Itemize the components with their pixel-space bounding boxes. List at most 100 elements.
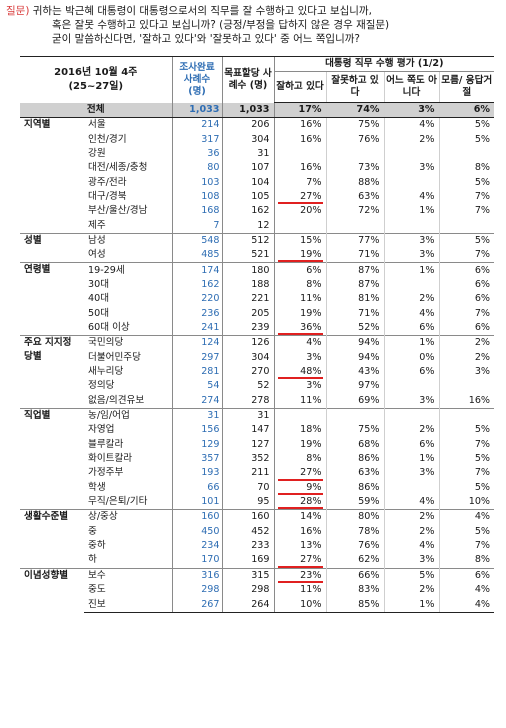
table-row: 더불어민주당 297 304 3% 94% 0% 2% (20, 350, 495, 365)
completed-count: 317 (171, 132, 222, 147)
pct-neither: 3% (383, 161, 439, 176)
col-good-header: 잘하고 있다 (273, 71, 326, 103)
row-label: 블루칼라 (88, 438, 124, 450)
completed-count: 170 (171, 553, 222, 569)
table-row: 가정주부 193 211 27% 63% 3% 7% (20, 466, 495, 481)
pct-dk (438, 407, 495, 424)
row-label: 무직/은퇴/기타 (88, 496, 148, 508)
table-row: 부산/울산/경남 168 162 20% 72% 1% 7% (20, 204, 495, 219)
row-label: 화이트칼라 (88, 453, 133, 465)
target-count: 105 (221, 189, 274, 205)
pct-good: 27% (273, 466, 326, 481)
pct-dk: 6% (438, 292, 495, 307)
pct-bad: 52% (325, 320, 384, 336)
target-count: 298 (221, 583, 274, 598)
pct-good: 9% (273, 480, 326, 495)
target-count: 270 (221, 364, 274, 380)
row-label: 중도 (88, 584, 106, 596)
completed-count: 214 (171, 117, 222, 133)
pct-neither: 0% (383, 350, 439, 365)
pct-dk: 5% (438, 132, 495, 147)
table-row: 여성 485 521 19% 71% 3% 7% (20, 248, 495, 263)
table-row: 광주/전라 103 104 7% 88% 5% (20, 175, 495, 190)
row-label: 가정주부 (88, 467, 124, 479)
completed-count: 450 (171, 524, 222, 539)
completed-count: 267 (171, 597, 222, 613)
pct-bad: 59% (325, 494, 384, 510)
table-row: 50대 236 205 19% 71% 4% 7% (20, 306, 495, 321)
target-count: 162 (221, 204, 274, 219)
group-label: 주요 지지정당별 (20, 335, 84, 409)
target-count: 304 (221, 132, 274, 147)
row-label: 국민의당 (84, 335, 172, 351)
pct-good: 19% (273, 248, 326, 263)
target-count: 206 (221, 117, 274, 133)
group-label: 지역별 (20, 117, 84, 234)
table-row: 진보 267 264 10% 85% 1% 4% (20, 597, 495, 613)
pct-good: 27% (273, 553, 326, 569)
group-label: 성별 (20, 232, 84, 263)
pct-bad (325, 146, 384, 162)
target-count: 31 (221, 407, 274, 424)
pct-dk: 2% (438, 335, 495, 351)
pct-good: 11% (273, 583, 326, 598)
row-label: 인천/경기 (88, 133, 127, 145)
target-count: 126 (221, 335, 274, 351)
pct-bad: 76% (325, 538, 384, 554)
target-count-header: 목표할당 사례수 (명) (221, 56, 274, 103)
pct-neither: 2% (383, 583, 439, 598)
pct-bad: 97% (325, 379, 384, 394)
pct-bad: 72% (325, 204, 384, 219)
pct-neither: 2% (383, 509, 439, 525)
pct-bad: 63% (325, 189, 384, 205)
completed-count: 156 (171, 423, 222, 438)
pct-dk: 6% (438, 567, 495, 583)
row-label: 상/중상 (84, 509, 172, 525)
pct-neither (383, 480, 439, 495)
row-label: 없음/의견유보 (88, 394, 145, 406)
target-count: 352 (221, 451, 274, 467)
pct-bad: 43% (325, 364, 384, 380)
pct-good: 11% (273, 292, 326, 307)
pct-neither: 2% (383, 524, 439, 539)
pct-dk: 5% (438, 524, 495, 539)
pct-dk: 8% (438, 553, 495, 569)
table-row: 자영업 156 147 18% 75% 2% 5% (20, 423, 495, 438)
table-row: 중하 234 233 13% 76% 4% 7% (20, 538, 495, 554)
pct-bad: 94% (325, 350, 384, 365)
table-row: 새누리당 281 270 48% 43% 6% 3% (20, 364, 495, 380)
row-label: 여성 (88, 249, 106, 261)
pct-bad: 85% (325, 597, 384, 613)
pct-dk: 7% (438, 204, 495, 219)
pct-neither: 6% (383, 364, 439, 380)
pct-neither: 3% (383, 466, 439, 481)
pct-good: 7% (273, 175, 326, 190)
table-row: 60대 이상 241 239 36% 52% 6% 6% (20, 320, 495, 336)
completed-count: 7 (171, 218, 222, 234)
group-label: 이념성향별 (20, 567, 84, 613)
pct-neither (383, 407, 439, 424)
table-row: 학생 66 70 9% 86% 5% (20, 480, 495, 495)
question-line-3: 굳이 말씀하신다면, '잘하고 있다'와 '잘못하고 있다' 중 어느 쪽입니까… (52, 33, 360, 45)
table-row: 생활수준별 상/중상 160 160 14% 80% 2% 4% (20, 509, 495, 569)
completed-count: 168 (171, 204, 222, 219)
pct-bad: 78% (325, 524, 384, 539)
row-label: 제주 (88, 219, 106, 231)
target-count: 512 (221, 232, 274, 249)
pct-dk: 6% (438, 320, 495, 336)
row-label: 광주/전라 (88, 176, 127, 188)
results-table: 2016년 10월 4주 (25~27일) 조사완료 사례수 (명) 목표할당 … (20, 56, 495, 613)
pct-dk: 7% (438, 437, 495, 452)
table-body: 전체 1,033 1,033 17% 74% 3% 6% 지역별 서울 214 206… (20, 102, 495, 613)
completed-count: 31 (171, 407, 222, 424)
pct-neither: 3% (383, 553, 439, 569)
row-label: 60대 이상 (88, 321, 130, 333)
completed-count: 357 (171, 451, 222, 467)
target-count: 169 (221, 553, 274, 569)
row-label: 진보 (84, 597, 172, 613)
pct-neither: 6% (383, 320, 439, 336)
row-label: 중하 (88, 540, 106, 552)
row-label: 새누리당 (88, 366, 124, 378)
pct-good: 27% (273, 189, 326, 205)
pct-bad: 81% (325, 292, 384, 307)
